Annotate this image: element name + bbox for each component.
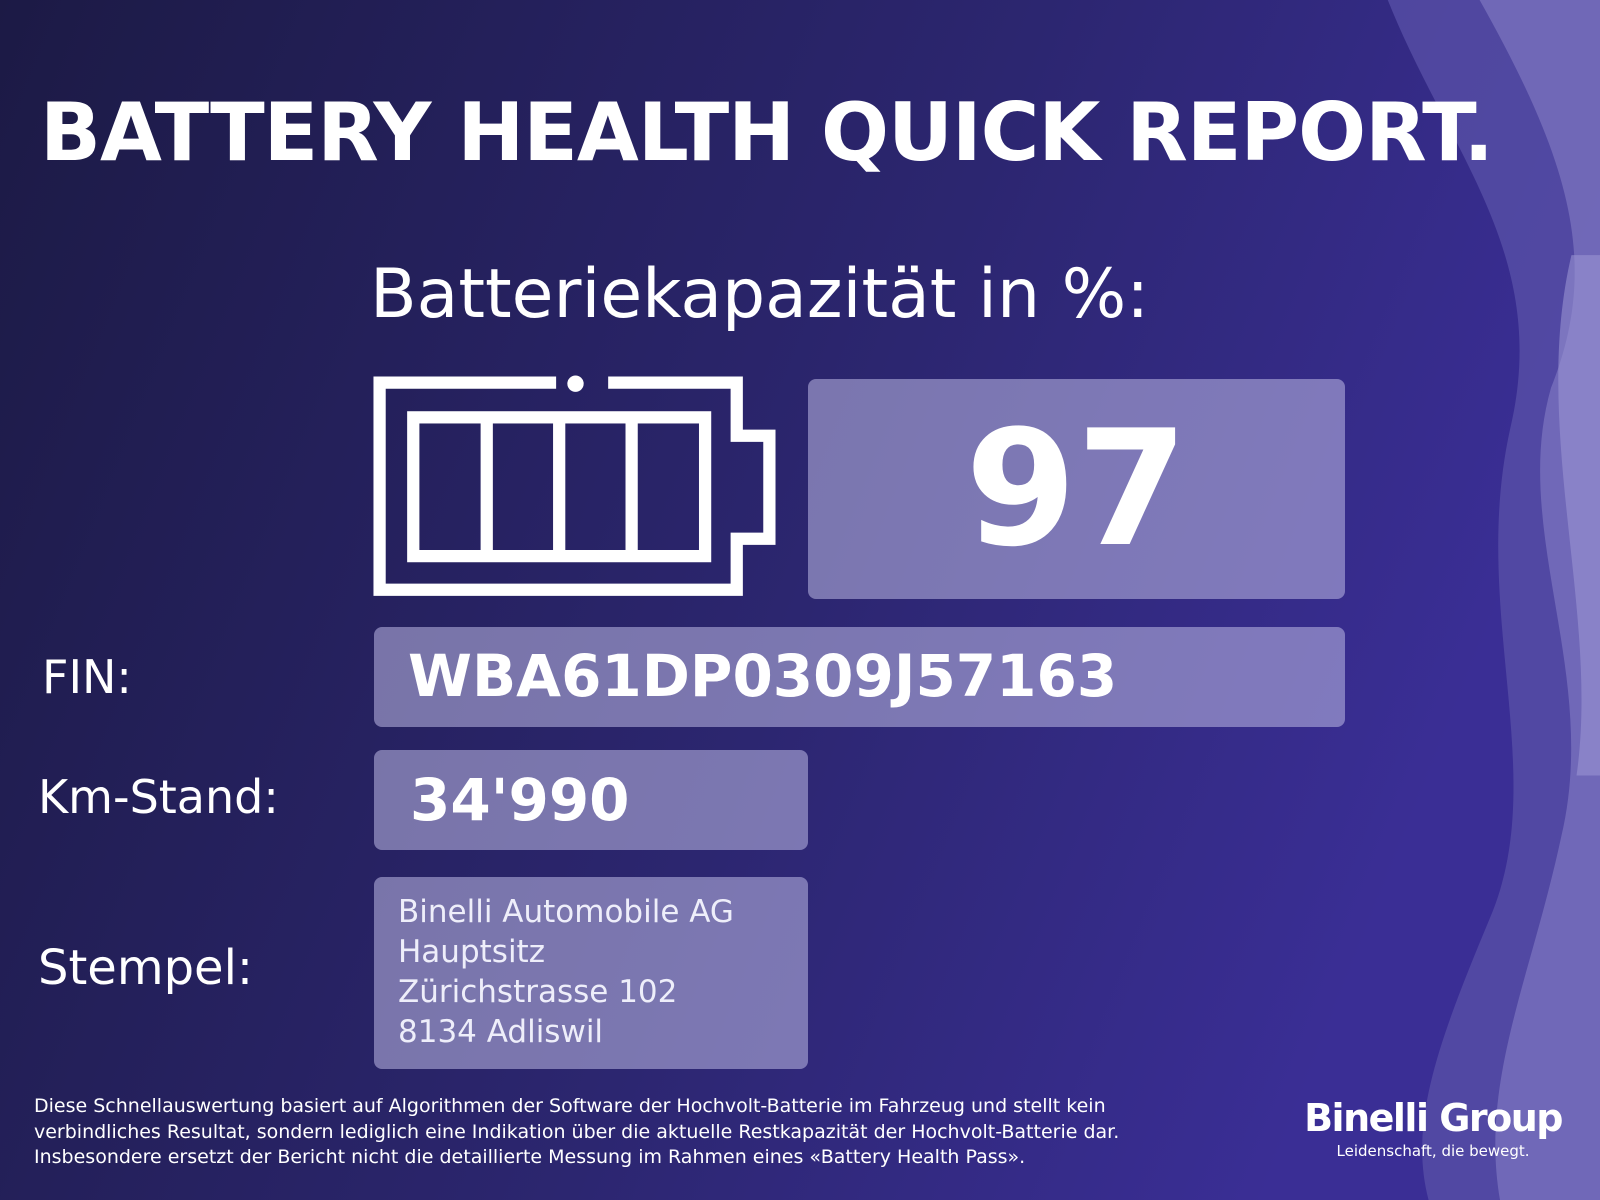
capacity-value: 97: [965, 395, 1188, 582]
stamp-line: Zürichstrasse 102: [398, 974, 678, 1010]
title: BATTERY HEALTH QUICK REPORT.: [40, 86, 1494, 179]
stamp-text: Binelli Automobile AG Hauptsitz Zürichst…: [398, 892, 734, 1052]
fin-value: WBA61DP0309J57163: [408, 642, 1118, 710]
logo-tagline: Leidenschaft, die bewegt.: [1336, 1142, 1530, 1160]
battery-dot: [567, 375, 584, 392]
stamp-line: Binelli Automobile AG: [398, 894, 734, 930]
fin-box: [374, 627, 1345, 727]
stamp-line: 8134 Adliswil: [398, 1014, 604, 1050]
mileage-label: Km-Stand:: [38, 770, 279, 824]
logo-name: Binelli Group: [1304, 1096, 1563, 1140]
disclaimer-line: Diese Schnellauswertung basiert auf Algo…: [34, 1095, 1106, 1117]
stamp-label: Stempel:: [38, 940, 254, 996]
disclaimer-line: Insbesondere ersetzt der Bericht nicht d…: [34, 1146, 1026, 1168]
mileage-value: 34'990: [410, 766, 630, 834]
mileage-box: [374, 750, 808, 850]
capacity-label: Batteriekapazität in %:: [370, 255, 1150, 334]
fin-label: FIN:: [42, 650, 132, 704]
disclaimer: Diese Schnellauswertung basiert auf Algo…: [34, 1094, 1119, 1171]
logo: Binelli Group Leidenschaft, die bewegt.: [1304, 1096, 1563, 1160]
stamp-line: Hauptsitz: [398, 934, 545, 970]
battery-icon: [373, 376, 776, 596]
disclaimer-line: verbindliches Resultat, sondern lediglic…: [34, 1120, 1120, 1143]
capacity-box: [808, 379, 1345, 599]
stamp-box: [374, 877, 808, 1069]
